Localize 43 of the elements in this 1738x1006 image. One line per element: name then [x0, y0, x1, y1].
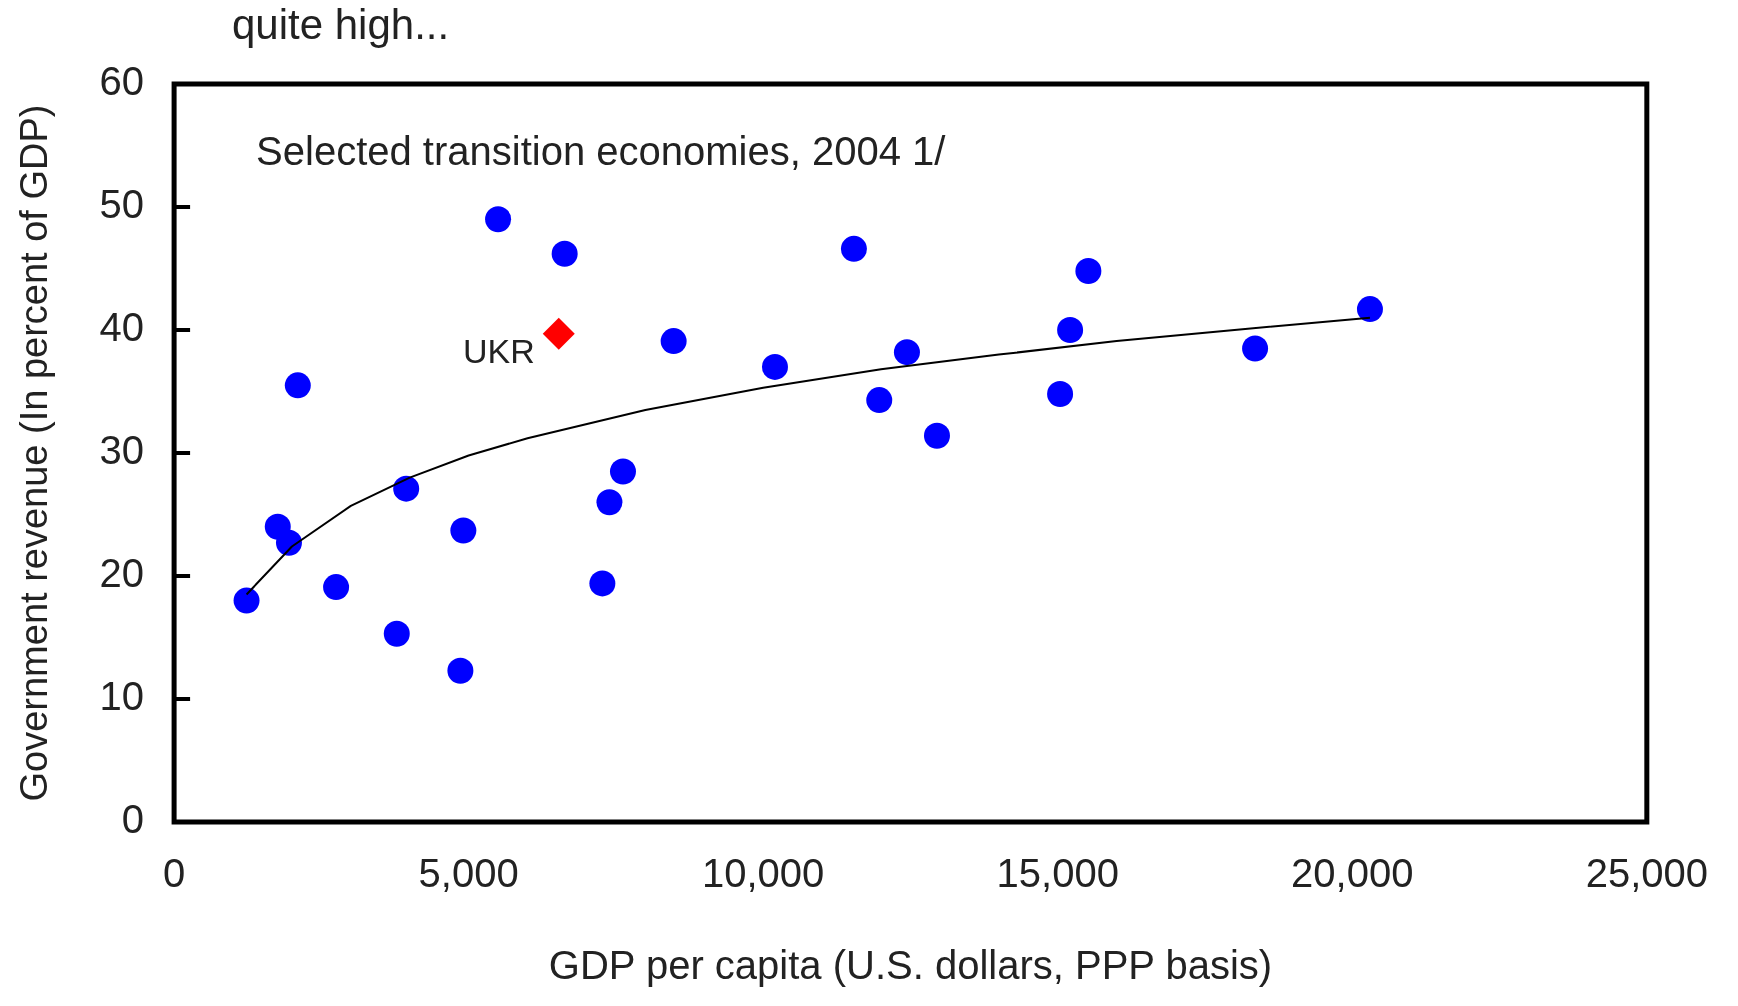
point: [485, 206, 512, 233]
series-label: UKR: [462, 332, 535, 371]
point: [1242, 335, 1269, 362]
point: [383, 620, 410, 647]
annotation: Selected transition economies, 2004 1/: [256, 129, 947, 174]
y-tick-label: 10: [99, 674, 145, 719]
y-axis-title: Government revenue (In percent of GDP): [13, 104, 56, 802]
point: [1356, 296, 1383, 323]
y-tick-label: 50: [99, 182, 145, 227]
y-tick-label: 40: [99, 305, 145, 350]
point: [596, 489, 623, 516]
point: [761, 353, 788, 380]
point: [542, 317, 575, 350]
point: [551, 240, 578, 267]
point: [840, 235, 867, 262]
x-tick-label: 20,000: [1291, 851, 1414, 896]
point: [923, 422, 950, 449]
chart-title: quite high...: [232, 0, 450, 48]
x-tick-label: 5,000: [418, 851, 519, 896]
point: [589, 570, 616, 597]
point: [609, 458, 636, 485]
x-axis-title: GDP per capita (U.S. dollars, PPP basis): [548, 943, 1273, 988]
y-tick-label: 20: [99, 551, 145, 596]
y-tick-label: 30: [99, 428, 145, 473]
point: [1075, 257, 1102, 284]
point: [866, 387, 893, 414]
x-tick-label: 10,000: [702, 851, 825, 896]
point: [893, 339, 920, 366]
x-tick-label: 25,000: [1585, 851, 1708, 896]
point: [233, 587, 260, 614]
point: [284, 372, 311, 399]
point: [393, 475, 420, 502]
point: [450, 517, 477, 544]
point: [1057, 317, 1084, 343]
point: [1047, 380, 1074, 407]
point: [447, 657, 474, 684]
point: [323, 574, 350, 601]
point: [660, 328, 687, 355]
point: [275, 529, 302, 556]
x-tick-label: 0: [162, 851, 186, 896]
y-tick-label: 0: [121, 797, 145, 842]
y-tick-label: 60: [99, 59, 145, 104]
x-tick-label: 15,000: [996, 851, 1119, 896]
